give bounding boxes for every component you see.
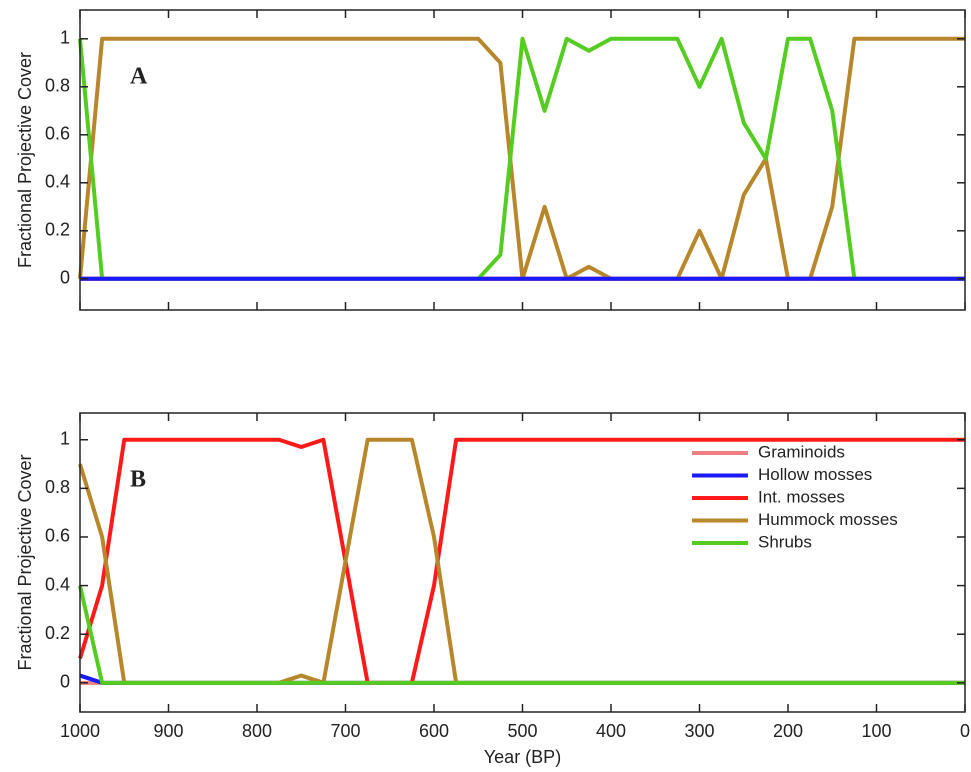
x-tick-label: 700 xyxy=(330,721,360,741)
x-tick-label: 1000 xyxy=(60,721,100,741)
x-tick-label: 100 xyxy=(861,721,891,741)
y-tick-label: 0.4 xyxy=(45,172,70,192)
y-tick-label: 1 xyxy=(60,28,70,48)
y-tick-label: 0.2 xyxy=(45,623,70,643)
series-line xyxy=(78,36,965,281)
x-tick-label: 300 xyxy=(684,721,714,741)
y-tick-label: 0.6 xyxy=(45,526,70,546)
x-tick-label: 0 xyxy=(960,721,970,741)
panel-label: B xyxy=(130,467,146,493)
legend-label: Shrubs xyxy=(758,532,812,551)
legend-label: Int. mosses xyxy=(758,487,845,506)
y-tick-label: 0.4 xyxy=(45,574,70,594)
y-tick-label: 0 xyxy=(60,268,70,288)
legend-label: Hummock mosses xyxy=(758,510,898,529)
x-axis-label: Year (BP) xyxy=(484,747,561,767)
series-line xyxy=(78,36,965,281)
y-tick-label: 0.6 xyxy=(45,124,70,144)
panel-label: A xyxy=(130,64,148,90)
y-tick-label: 0.8 xyxy=(45,76,70,96)
y-tick-label: 1 xyxy=(60,428,70,448)
y-tick-label: 0.8 xyxy=(45,477,70,497)
x-tick-label: 500 xyxy=(507,721,537,741)
series-line xyxy=(78,437,965,685)
x-tick-label: 600 xyxy=(419,721,449,741)
y-tick-label: 0.2 xyxy=(45,220,70,240)
series-line xyxy=(78,585,965,685)
legend-label: Graminoids xyxy=(758,442,845,461)
legend-label: Hollow mosses xyxy=(758,465,872,484)
y-tick-label: 0 xyxy=(60,672,70,692)
x-tick-label: 800 xyxy=(242,721,272,741)
x-tick-label: 400 xyxy=(596,721,626,741)
x-tick-label: 200 xyxy=(773,721,803,741)
x-tick-label: 900 xyxy=(153,721,183,741)
y-axis-label: Fractional Projective Cover xyxy=(15,454,35,670)
y-axis-label: Fractional Projective Cover xyxy=(15,52,35,268)
